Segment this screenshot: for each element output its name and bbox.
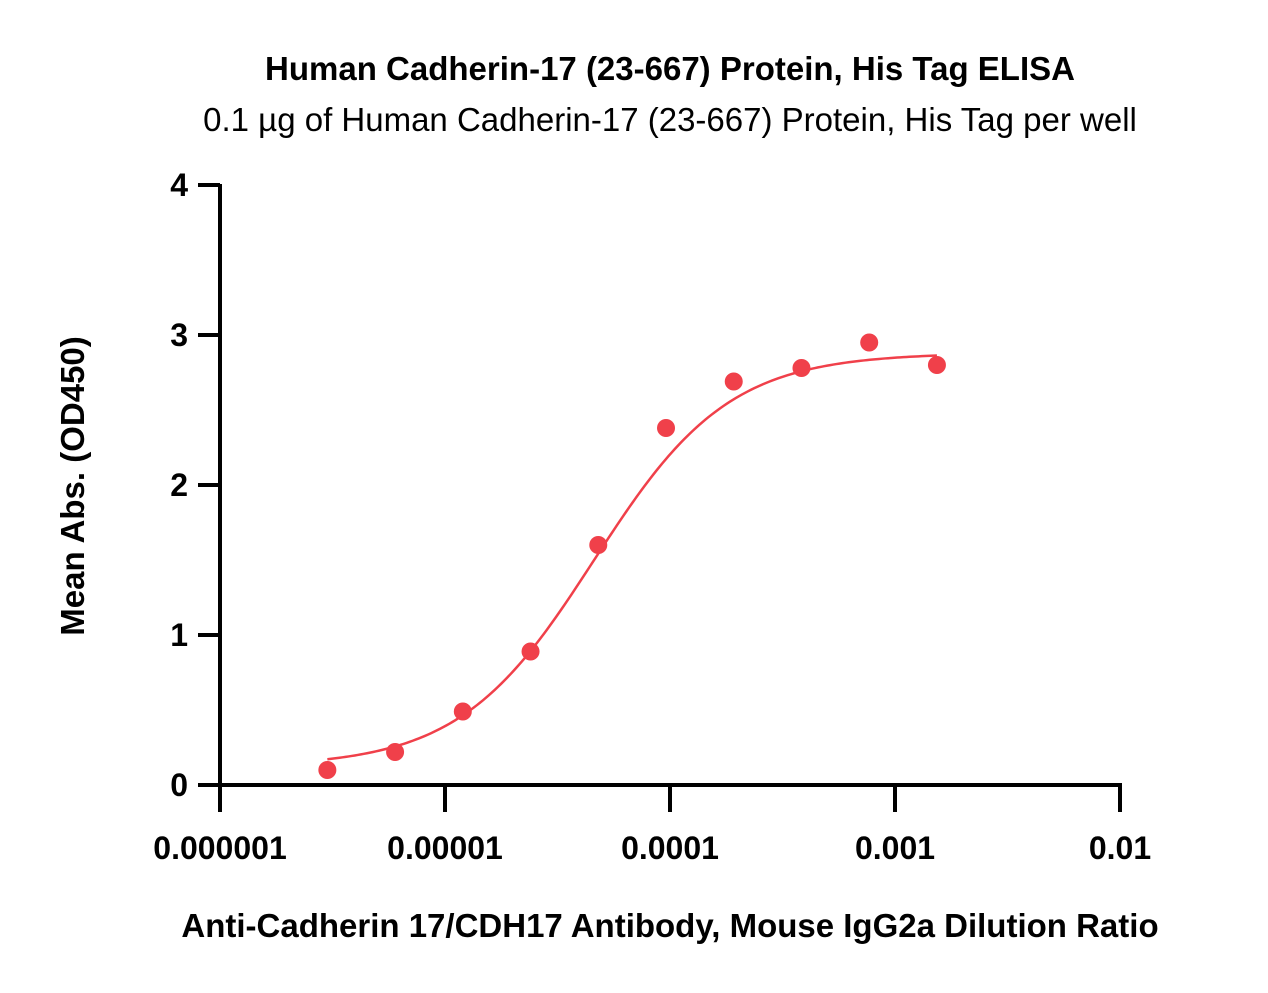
- fit-curve: [327, 354, 937, 761]
- chart-title: Human Cadherin-17 (23-667) Protein, His …: [265, 50, 1075, 87]
- y-ticks: 0 1 2 3 4: [170, 167, 220, 803]
- x-axis-label: Anti-Cadherin 17/CDH17 Antibody, Mouse I…: [181, 907, 1158, 944]
- x-ticks: 0.000001 0.00001 0.0001 0.001 0.01: [153, 785, 1151, 866]
- x-tick-label: 0.000001: [153, 830, 286, 866]
- data-point: [521, 642, 540, 661]
- x-tick-label: 0.001: [855, 830, 935, 866]
- x-tick-label: 0.0001: [621, 830, 719, 866]
- chart-subtitle: 0.1 µg of Human Cadherin-17 (23-667) Pro…: [203, 101, 1137, 138]
- data-point: [318, 761, 337, 779]
- y-tick-label: 3: [170, 317, 188, 353]
- data-point: [589, 536, 608, 554]
- x-tick-label: 0.01: [1089, 830, 1151, 866]
- data-point: [453, 702, 472, 721]
- data-point: [792, 359, 811, 377]
- y-tick-label: 2: [170, 467, 188, 503]
- axes: [218, 184, 1122, 787]
- y-tick-label: 0: [170, 767, 188, 803]
- x-tick-label: 0.00001: [387, 830, 503, 866]
- data-point: [657, 419, 676, 437]
- data-points: [318, 333, 946, 779]
- y-tick-label: 4: [170, 167, 188, 203]
- data-point: [724, 372, 743, 391]
- y-tick-label: 1: [170, 617, 188, 653]
- data-point: [927, 356, 946, 374]
- data-point: [386, 743, 405, 761]
- data-point: [860, 333, 879, 352]
- y-axis-label: Mean Abs. (OD450): [54, 336, 91, 636]
